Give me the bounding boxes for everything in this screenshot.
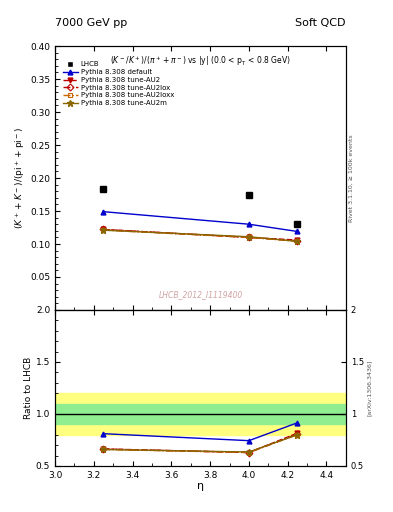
- Bar: [55, 393, 346, 435]
- Text: LHCB_2012_I1119400: LHCB_2012_I1119400: [158, 290, 242, 300]
- Bar: [55, 403, 346, 424]
- Text: Soft QCD: Soft QCD: [296, 18, 346, 28]
- Text: $(K^-/K^+)/(\pi^++\pi^-)$ vs |y| (0.0 < p$_{\rm T}$ < 0.8 GeV): $(K^-/K^+)/(\pi^++\pi^-)$ vs |y| (0.0 < …: [110, 54, 291, 68]
- Y-axis label: [arXiv:1306.3436]: [arXiv:1306.3436]: [367, 360, 372, 416]
- Y-axis label: Rivet 3.1.10, ≥ 100k events: Rivet 3.1.10, ≥ 100k events: [349, 134, 354, 222]
- Legend: LHCB, Pythia 8.308 default, Pythia 8.308 tune-AU2, Pythia 8.308 tune-AU2lox, Pyt: LHCB, Pythia 8.308 default, Pythia 8.308…: [61, 60, 176, 108]
- X-axis label: η: η: [197, 481, 204, 491]
- Text: 7000 GeV pp: 7000 GeV pp: [55, 18, 127, 28]
- Y-axis label: $(K^+ + K^-)/({\rm pi}^+ + {\rm pi}^-)$: $(K^+ + K^-)/({\rm pi}^+ + {\rm pi}^-)$: [13, 127, 27, 229]
- Y-axis label: Ratio to LHCB: Ratio to LHCB: [24, 357, 33, 419]
